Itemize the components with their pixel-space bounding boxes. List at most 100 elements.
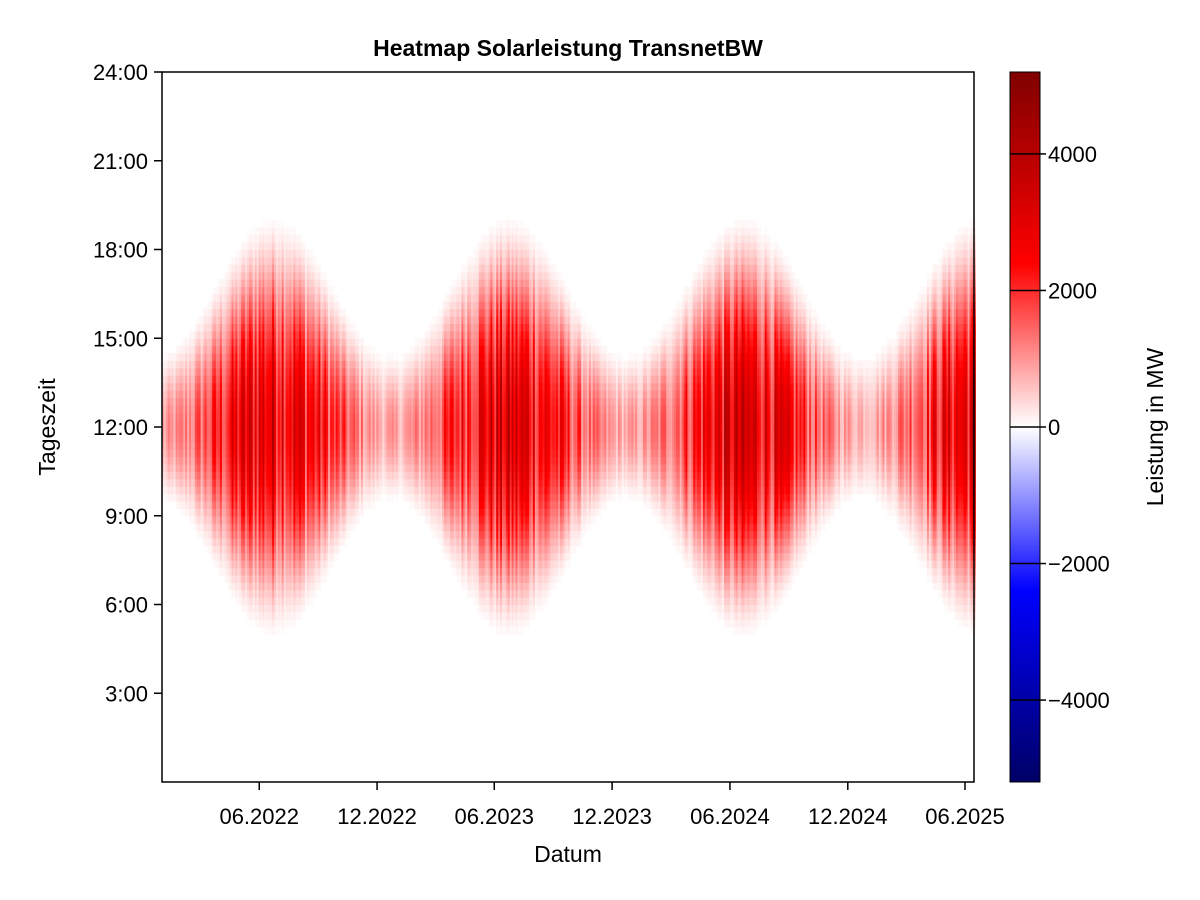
heatmap-cell	[202, 345, 206, 354]
heatmap-cell	[256, 552, 260, 561]
heatmap-cell	[190, 382, 194, 391]
heatmap-cell	[262, 286, 265, 295]
heatmap-cell	[248, 567, 252, 576]
heatmap-cell	[250, 242, 254, 251]
heatmap-cell	[200, 530, 204, 539]
heatmap-cell	[223, 353, 227, 362]
heatmap-cell	[270, 293, 273, 302]
heatmap-cell	[200, 427, 204, 435]
heatmap-cell	[262, 256, 265, 265]
heatmap-cell	[177, 353, 180, 362]
heatmap-cell	[272, 523, 275, 532]
heatmap-cell	[192, 493, 196, 502]
heatmap-cell	[256, 545, 260, 554]
heatmap-cell	[231, 545, 235, 554]
heatmap-cell	[260, 537, 264, 546]
heatmap-cell	[183, 367, 186, 376]
heatmap-cell	[231, 367, 235, 376]
heatmap-cell	[252, 323, 256, 332]
heatmap-cell	[229, 515, 233, 524]
heatmap-cell	[185, 390, 188, 399]
heatmap-cell	[181, 404, 184, 413]
heatmap-cell	[167, 360, 171, 369]
heatmap-cell	[165, 478, 169, 487]
heatmap-cell	[245, 360, 248, 369]
heatmap-cell	[206, 382, 209, 391]
heatmap-cell	[264, 545, 267, 554]
heatmap-cell	[212, 486, 215, 495]
heatmap-cell	[165, 463, 169, 472]
heatmap-cell	[208, 493, 211, 502]
heatmap-cell	[202, 316, 206, 325]
heatmap-cell	[248, 234, 252, 243]
heatmap-cell	[264, 249, 267, 258]
heatmap-cell	[173, 427, 177, 435]
heatmap-cell	[245, 397, 248, 406]
heatmap-cell	[256, 597, 260, 606]
heatmap-cell	[245, 412, 248, 421]
heatmap-cell	[194, 471, 198, 480]
heatmap-cell	[268, 537, 271, 546]
heatmap-cell	[258, 316, 262, 325]
heatmap-cell	[250, 249, 254, 258]
heatmap-cell	[216, 523, 219, 532]
heatmap-cell	[202, 508, 206, 517]
heatmap-cell	[221, 427, 225, 435]
heatmap-cell	[214, 308, 217, 317]
heatmap-cell	[231, 456, 235, 465]
heatmap-cell	[231, 523, 235, 532]
heatmap-cell	[233, 256, 237, 265]
heatmap-cell	[194, 523, 198, 532]
heatmap-cell	[237, 323, 240, 332]
heatmap-cell	[177, 367, 180, 376]
heatmap-cell	[167, 478, 171, 487]
heatmap-cell	[268, 242, 271, 251]
heatmap-cell	[190, 330, 194, 339]
heatmap-cell	[163, 367, 167, 376]
heatmap-cell	[266, 427, 269, 435]
heatmap-cell	[262, 419, 265, 428]
heatmap-cell	[250, 456, 254, 465]
heatmap-cell	[239, 523, 242, 532]
heatmap-cell	[247, 552, 250, 561]
heatmap-cell	[190, 456, 194, 465]
heatmap-cell	[266, 434, 269, 443]
heatmap-cell	[229, 427, 233, 435]
heatmap-cell	[264, 353, 267, 362]
heatmap-cell	[239, 515, 242, 524]
heatmap-cell	[262, 293, 265, 302]
heatmap-cell	[227, 345, 231, 354]
heatmap-cell	[258, 611, 262, 620]
heatmap-cell	[237, 582, 240, 591]
heatmap-cell	[214, 323, 217, 332]
heatmap-cell	[256, 234, 260, 243]
heatmap-cell	[264, 537, 267, 546]
heatmap-cell	[247, 338, 250, 347]
heatmap-cell	[221, 345, 225, 354]
heatmap-cell	[181, 427, 184, 435]
heatmap-cell	[181, 500, 184, 509]
heatmap-cell	[274, 508, 277, 517]
heatmap-cell	[266, 293, 269, 302]
heatmap-cell	[335, 552, 339, 561]
heatmap-cell	[212, 367, 215, 376]
heatmap-cell	[258, 404, 262, 413]
heatmap-cell	[272, 427, 275, 435]
heatmap-cell	[214, 537, 217, 546]
heatmap-cell	[198, 323, 202, 332]
heatmap-cell	[204, 419, 208, 428]
heatmap-cell	[219, 456, 223, 465]
heatmap-cell	[250, 308, 254, 317]
heatmap-cell	[241, 589, 244, 598]
heatmap-cell	[248, 279, 252, 288]
heatmap-cell	[221, 515, 225, 524]
heatmap-cell	[326, 567, 329, 576]
heatmap-cell	[245, 419, 248, 428]
heatmap-cell	[175, 367, 179, 376]
heatmap-cell	[204, 427, 208, 435]
heatmap-cell	[214, 471, 217, 480]
heatmap-cell	[190, 338, 194, 347]
heatmap-cell	[233, 286, 237, 295]
heatmap-cell	[243, 515, 246, 524]
heatmap-cell	[241, 353, 244, 362]
